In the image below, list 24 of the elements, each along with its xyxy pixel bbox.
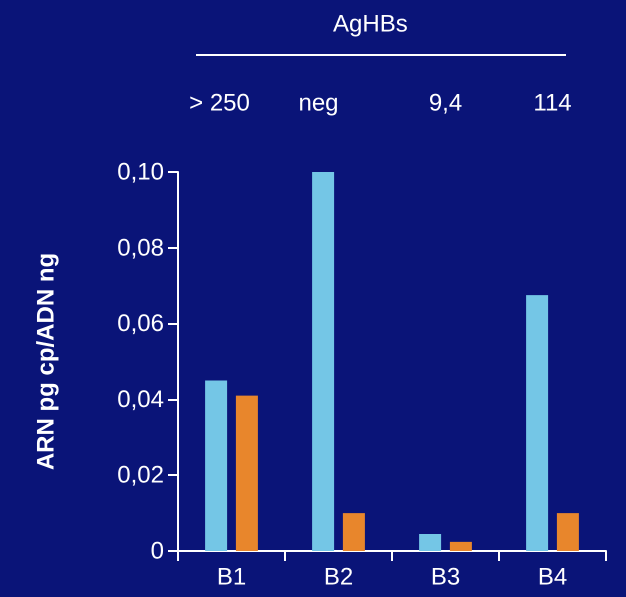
x-tick-label: B1 <box>216 564 246 590</box>
text: neg <box>298 90 339 116</box>
y-tick-label: 0,02 <box>117 462 164 489</box>
y-tick-label: 0,06 <box>117 310 164 338</box>
x-tick-label: B3 <box>430 564 460 590</box>
y-axis-title: ARN pg cp/ADN ng <box>32 252 60 470</box>
bar <box>419 534 442 551</box>
bar <box>205 380 228 551</box>
y-tick-label: 0,04 <box>117 386 164 413</box>
text: AgHBs <box>333 10 408 38</box>
x-tick-label: B4 <box>538 564 568 590</box>
bar <box>312 172 334 551</box>
bar <box>556 513 579 551</box>
bar <box>526 295 548 551</box>
bar <box>236 396 258 551</box>
bar <box>450 542 472 551</box>
y-tick-label: 0,08 <box>117 234 164 262</box>
y-tick-label: 0 <box>150 538 164 564</box>
text: 114 <box>533 90 572 116</box>
y-tick-label: 0,10 <box>117 158 164 186</box>
bar <box>342 513 365 551</box>
text: 9,4 <box>428 90 462 116</box>
x-tick-label: B2 <box>324 564 354 590</box>
text: > 250 <box>189 90 250 116</box>
